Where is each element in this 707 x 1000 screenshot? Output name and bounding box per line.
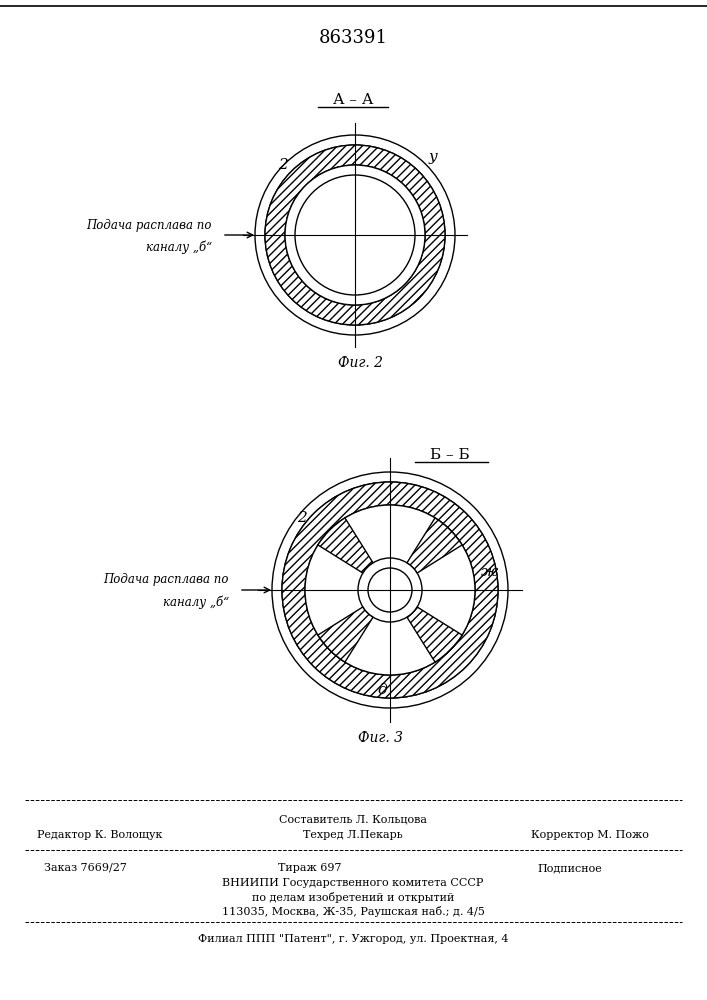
- Text: 113035, Москва, Ж-35, Раушская наб.; д. 4/5: 113035, Москва, Ж-35, Раушская наб.; д. …: [221, 906, 484, 917]
- Text: 863391: 863391: [318, 29, 387, 47]
- Text: каналу „б“: каналу „б“: [146, 240, 212, 254]
- Wedge shape: [318, 518, 373, 573]
- Text: А – А: А – А: [333, 93, 373, 107]
- Circle shape: [265, 145, 445, 325]
- Text: Фиг. 2: Фиг. 2: [337, 356, 382, 370]
- Text: Филиал ППП "Патент", г. Ужгород, ул. Проектная, 4: Филиал ППП "Патент", г. Ужгород, ул. Про…: [198, 934, 508, 944]
- Text: Корректор М. Пожо: Корректор М. Пожо: [531, 830, 649, 840]
- Text: Подписное: Подписное: [537, 863, 602, 873]
- Text: Составитель Л. Кольцова: Составитель Л. Кольцова: [279, 814, 427, 824]
- Text: Техред Л.Пекарь: Техред Л.Пекарь: [303, 830, 403, 840]
- Text: Фиг. 3: Фиг. 3: [358, 731, 402, 745]
- Circle shape: [255, 135, 455, 335]
- Text: ВНИИПИ Государственного комитета СССР: ВНИИПИ Государственного комитета СССР: [222, 878, 484, 888]
- Circle shape: [358, 558, 422, 622]
- Text: 2: 2: [278, 158, 288, 172]
- Circle shape: [282, 482, 498, 698]
- Text: 2: 2: [297, 511, 307, 525]
- Circle shape: [272, 472, 508, 708]
- Text: Подача расплава по: Подача расплава по: [86, 219, 212, 232]
- Circle shape: [285, 165, 425, 305]
- Text: Подача расплава по: Подача расплава по: [103, 574, 229, 586]
- Text: Редактор К. Волощук: Редактор К. Волощук: [37, 830, 163, 840]
- Text: Б – Б: Б – Б: [430, 448, 470, 462]
- Text: Тираж 697: Тираж 697: [279, 863, 341, 873]
- Text: каналу „б“: каналу „б“: [163, 595, 229, 609]
- Text: по делам изобретений и открытий: по делам изобретений и открытий: [252, 892, 454, 903]
- Text: у: у: [428, 150, 438, 164]
- Wedge shape: [407, 607, 462, 662]
- Text: ж: ж: [481, 565, 498, 579]
- Circle shape: [295, 175, 415, 295]
- Text: д: д: [378, 683, 387, 697]
- Text: Заказ 7669/27: Заказ 7669/27: [44, 863, 127, 873]
- Wedge shape: [407, 518, 462, 573]
- Circle shape: [305, 505, 475, 675]
- Circle shape: [368, 568, 412, 612]
- Wedge shape: [318, 607, 373, 662]
